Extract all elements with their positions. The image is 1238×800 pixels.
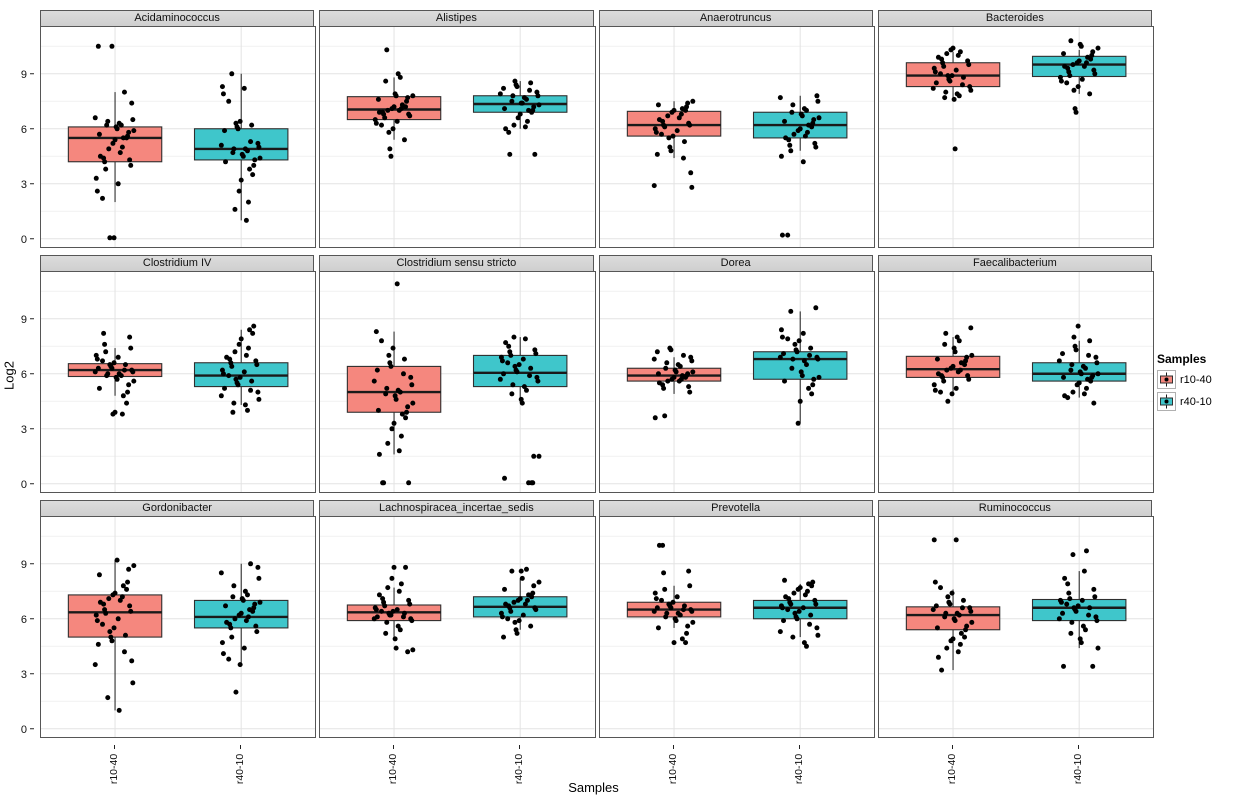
legend-item: r10-40 (1157, 370, 1212, 389)
boxplot-key-icon (1157, 370, 1176, 389)
facet-strip: Alistipes (319, 10, 594, 26)
facet-panel (40, 516, 317, 738)
x-tick-mark (798, 745, 800, 749)
facet-panel (319, 271, 596, 493)
facet-panel (598, 271, 875, 493)
facet-panel (877, 26, 1154, 248)
facet-strip: Gordonibacter (40, 500, 315, 516)
facet-strip: Ruminococcus (877, 500, 1152, 516)
facet-panel (877, 271, 1154, 493)
svg-text:9: 9 (21, 314, 27, 326)
facet-panel (319, 26, 596, 248)
svg-text:6: 6 (21, 124, 27, 136)
x-tick-mark (393, 745, 395, 749)
facet-anaerotruncus: Anaerotruncus (598, 10, 875, 249)
facet-lachnospiracea-incertae-sedis: Lachnospiracea_incertae_sedis (319, 500, 596, 739)
y-axis-ticks: 9 6 3 0 (0, 10, 35, 249)
x-axis-labels: r10-40 r40-10 (40, 745, 314, 791)
facet-strip: Dorea (598, 255, 873, 271)
legend-title: Samples (1157, 352, 1207, 366)
facet-dorea: Dorea (598, 255, 875, 494)
x-axis-gutter (0, 745, 35, 791)
x-tick-mark (240, 745, 242, 749)
svg-text:0: 0 (21, 724, 27, 736)
facet-faecalibacterium: Faecalibacterium (877, 255, 1154, 494)
facet-clostridium-iv: Clostridium IV (40, 255, 317, 494)
facet-strip: Acidaminococcus (40, 10, 315, 26)
svg-text:0: 0 (21, 479, 27, 491)
svg-text:3: 3 (21, 179, 27, 191)
svg-text:3: 3 (21, 424, 27, 436)
facet-strip: Faecalibacterium (877, 255, 1152, 271)
legend-label: r40-10 (1180, 395, 1212, 408)
legend-label: r10-40 (1180, 373, 1212, 386)
facet-strip: Lachnospiracea_incertae_sedis (319, 500, 594, 516)
svg-text:3: 3 (21, 669, 27, 681)
facet-ruminococcus: Ruminococcus (877, 500, 1154, 739)
svg-text:6: 6 (21, 369, 27, 381)
x-tick-mark (114, 745, 116, 749)
x-tick-mark (951, 745, 953, 749)
facet-clostridium-sensu-stricto: Clostridium sensu stricto (319, 255, 596, 494)
facet-strip: Anaerotruncus (598, 10, 873, 26)
svg-text:9: 9 (21, 69, 27, 81)
x-axis-labels: r10-40 r40-10 (599, 745, 873, 791)
facet-acidaminococcus: Acidaminococcus (40, 10, 317, 249)
boxplot-key-icon (1157, 392, 1176, 411)
legend-item: r40-10 (1157, 392, 1212, 411)
facet-strip: Bacteroides (877, 10, 1152, 26)
x-axis-labels: r10-40 r40-10 (319, 745, 593, 791)
x-axis-labels: r10-40 r40-10 (878, 745, 1152, 791)
facet-panel (40, 271, 317, 493)
facet-bacteroides: Bacteroides (877, 10, 1154, 249)
facet-panel (40, 26, 317, 248)
x-tick-mark (519, 745, 521, 749)
facet-panel (319, 516, 596, 738)
x-tick-mark (672, 745, 674, 749)
facet-panel (598, 26, 875, 248)
facet-prevotella: Prevotella (598, 500, 875, 739)
facet-panel (877, 516, 1154, 738)
facet-grid: 9 6 3 0 Acidaminococcus Alistipes Anaerotruncu… (0, 10, 1154, 791)
facet-strip: Prevotella (598, 500, 873, 516)
facet-panel (598, 516, 875, 738)
svg-text:0: 0 (21, 234, 27, 246)
facet-strip: Clostridium sensu stricto (319, 255, 594, 271)
legend: Samples r10-40 r40-10 (1157, 352, 1212, 414)
facet-alistipes: Alistipes (319, 10, 596, 249)
y-axis-ticks: 9 6 3 0 (0, 500, 35, 739)
facet-strip: Clostridium IV (40, 255, 315, 271)
x-axis-title: Samples (568, 780, 619, 795)
y-axis-ticks: 9 6 3 0 (0, 255, 35, 494)
facet-gordonibacter: Gordonibacter (40, 500, 317, 739)
svg-text:6: 6 (21, 614, 27, 626)
svg-text:9: 9 (21, 559, 27, 571)
x-tick-mark (1077, 745, 1079, 749)
